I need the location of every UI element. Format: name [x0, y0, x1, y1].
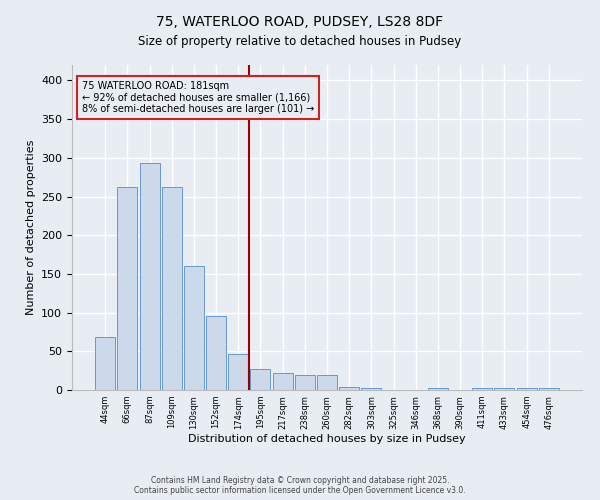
Bar — [295, 374, 315, 390]
Bar — [206, 316, 226, 390]
Bar — [228, 354, 248, 390]
Bar — [184, 266, 204, 390]
Bar — [517, 388, 536, 390]
Text: 75 WATERLOO ROAD: 181sqm
← 92% of detached houses are smaller (1,166)
8% of semi: 75 WATERLOO ROAD: 181sqm ← 92% of detach… — [82, 81, 314, 114]
Bar — [140, 164, 160, 390]
Bar — [539, 388, 559, 390]
Bar — [250, 369, 271, 390]
Bar — [472, 388, 492, 390]
Text: Size of property relative to detached houses in Pudsey: Size of property relative to detached ho… — [139, 35, 461, 48]
Bar — [95, 338, 115, 390]
Bar — [272, 373, 293, 390]
Bar — [162, 188, 182, 390]
Text: 75, WATERLOO ROAD, PUDSEY, LS28 8DF: 75, WATERLOO ROAD, PUDSEY, LS28 8DF — [157, 15, 443, 29]
Bar — [494, 388, 514, 390]
Bar — [361, 388, 382, 390]
Text: Contains HM Land Registry data © Crown copyright and database right 2025.
Contai: Contains HM Land Registry data © Crown c… — [134, 476, 466, 495]
Bar — [317, 374, 337, 390]
X-axis label: Distribution of detached houses by size in Pudsey: Distribution of detached houses by size … — [188, 434, 466, 444]
Bar — [339, 387, 359, 390]
Bar — [428, 388, 448, 390]
Bar — [118, 188, 137, 390]
Y-axis label: Number of detached properties: Number of detached properties — [26, 140, 35, 315]
